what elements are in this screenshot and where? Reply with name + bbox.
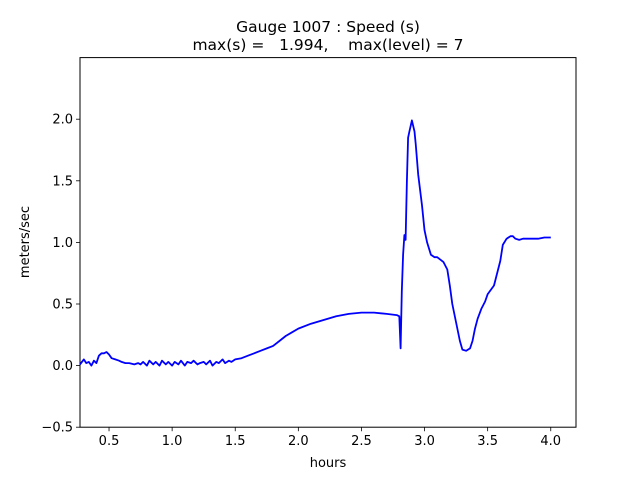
y-axis-ticks: −0.5 0.0 0.5 1.0 1.5 2.0 — [41, 113, 80, 436]
chart-title-line-1: Gauge 1007 : Speed (s) — [236, 18, 420, 36]
y-tick-label: 2.0 — [52, 113, 73, 128]
x-axis-label: hours — [310, 456, 347, 471]
speed-series-line — [79, 119, 551, 367]
y-tick-label: 0.5 — [52, 298, 73, 313]
chart-title-line-2: max(s) = 1.994, max(level) = 7 — [192, 36, 463, 54]
x-tick-label: 1.5 — [225, 434, 246, 449]
x-tick-label: 2.5 — [351, 434, 372, 449]
x-tick-label: 1.0 — [162, 434, 183, 449]
x-tick-label: 3.0 — [414, 434, 435, 449]
y-tick-label: 1.5 — [52, 174, 73, 189]
x-tick-label: 4.0 — [540, 434, 561, 449]
y-tick-label: 1.0 — [52, 236, 73, 251]
plot-frame — [79, 57, 577, 428]
y-axis-label: meters/sec — [18, 206, 33, 278]
x-axis-ticks: 0.5 1.0 1.5 2.0 2.5 3.0 3.5 4.0 — [99, 427, 561, 449]
y-tick-label: 0.0 — [52, 359, 73, 374]
x-tick-label: 3.5 — [477, 434, 498, 449]
x-tick-label: 0.5 — [99, 434, 120, 449]
y-tick-label: −0.5 — [41, 421, 73, 436]
x-tick-label: 2.0 — [288, 434, 309, 449]
